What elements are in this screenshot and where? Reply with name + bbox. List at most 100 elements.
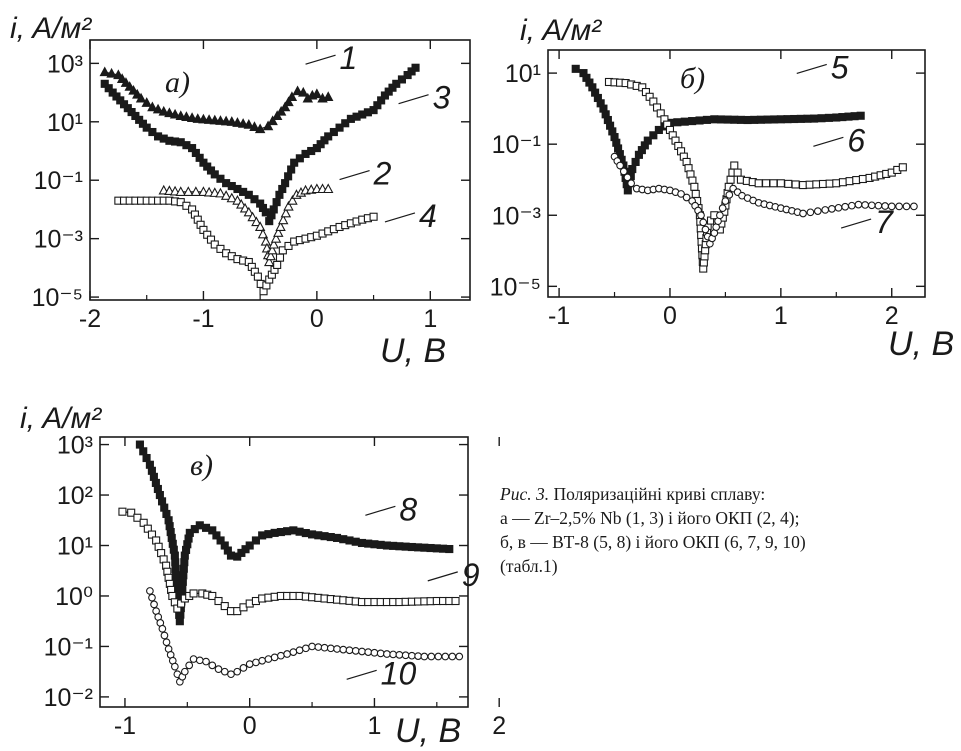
data-point	[716, 115, 726, 124]
data-point	[691, 189, 700, 198]
x-axis-label: U, B	[888, 325, 954, 363]
data-point	[142, 123, 151, 132]
y-tick-label: 10³	[47, 50, 83, 78]
y-tick-label: 10⁻¹	[492, 131, 541, 159]
data-point	[216, 536, 225, 545]
curve-label: 9	[462, 557, 480, 593]
data-point	[162, 638, 171, 647]
curve-label: 10	[381, 655, 417, 691]
data-point	[803, 114, 812, 123]
data-point	[270, 232, 282, 243]
data-point	[311, 88, 323, 99]
curve-label: 8	[399, 491, 417, 527]
data-point	[339, 645, 348, 654]
data-point	[164, 107, 175, 118]
data-point	[178, 577, 187, 586]
data-point	[273, 227, 284, 237]
data-point	[314, 643, 323, 651]
data-point	[142, 453, 151, 463]
series-8	[135, 440, 454, 626]
data-point	[821, 206, 830, 214]
data-point	[320, 643, 329, 652]
data-point	[99, 66, 110, 77]
data-point	[832, 179, 841, 188]
data-point	[179, 571, 188, 580]
data-point	[680, 117, 689, 126]
data-point	[725, 190, 734, 199]
data-point	[701, 225, 710, 234]
data-point	[158, 105, 169, 116]
curve-label: 6	[847, 122, 865, 158]
x-tick-label: -1	[192, 305, 214, 333]
data-point	[688, 117, 697, 126]
data-point	[171, 558, 180, 567]
data-point	[268, 238, 279, 249]
y-tick-label: 10¹	[47, 109, 83, 137]
series-4	[114, 196, 378, 296]
data-point	[264, 256, 275, 267]
data-point	[861, 201, 869, 209]
data-point	[277, 651, 285, 660]
y-tick-label: 10¹	[505, 60, 541, 88]
data-point	[776, 115, 785, 124]
y-tick-label: 10³	[57, 432, 93, 460]
caption-line-c: (табл.1)	[500, 556, 558, 576]
x-axis-label: U, B	[395, 712, 461, 750]
data-point	[627, 179, 636, 188]
series-7	[610, 152, 918, 248]
x-tick-label: 2	[885, 302, 899, 330]
data-point	[295, 154, 304, 163]
data-point	[852, 176, 861, 185]
data-point	[702, 115, 711, 124]
data-point	[847, 201, 856, 210]
data-point	[208, 591, 217, 601]
y-tick-label: 10⁻³	[492, 202, 541, 230]
data-point	[341, 119, 350, 128]
data-point	[254, 221, 266, 232]
data-point	[279, 101, 291, 112]
chart-panel: 10³ 10¹ 10⁻¹ 10⁻³ 10⁻⁵-2 -1 0 1 i, A/м² U, B а) 1 3 2…	[10, 12, 471, 370]
series-10	[146, 587, 464, 686]
data-point	[127, 508, 136, 517]
series-line	[163, 188, 329, 263]
data-point	[186, 112, 198, 122]
data-point	[455, 652, 464, 661]
curve-label: 3	[433, 80, 451, 116]
x-tick-label: -1	[548, 302, 570, 330]
data-point	[322, 91, 334, 102]
data-point	[783, 115, 792, 124]
data-point	[171, 565, 180, 574]
data-point	[289, 648, 298, 656]
data-point	[210, 240, 219, 249]
data-point	[358, 647, 366, 656]
data-point	[345, 646, 354, 655]
data-point	[623, 186, 632, 195]
data-point	[295, 646, 304, 655]
data-point	[448, 652, 457, 661]
data-point	[445, 544, 454, 554]
data-point	[750, 115, 759, 124]
data-point	[133, 513, 142, 522]
data-point	[776, 179, 785, 188]
data-point	[185, 661, 194, 670]
curve-label: 5	[831, 49, 849, 85]
data-point	[756, 115, 765, 124]
data-point	[838, 178, 847, 187]
data-point	[298, 86, 309, 97]
data-point	[301, 644, 310, 653]
data-point	[813, 207, 822, 215]
data-point	[770, 115, 779, 124]
series-line	[613, 156, 914, 246]
data-point	[812, 180, 821, 189]
data-point	[251, 216, 262, 227]
data-point	[682, 193, 691, 202]
data-point	[158, 624, 167, 633]
data-point	[718, 204, 727, 213]
data-point	[796, 114, 805, 123]
data-point	[237, 118, 249, 128]
data-point	[147, 101, 158, 112]
y-tick-label: 10⁻³	[34, 226, 83, 254]
data-point	[283, 200, 294, 211]
curve-label-leader	[365, 505, 396, 516]
